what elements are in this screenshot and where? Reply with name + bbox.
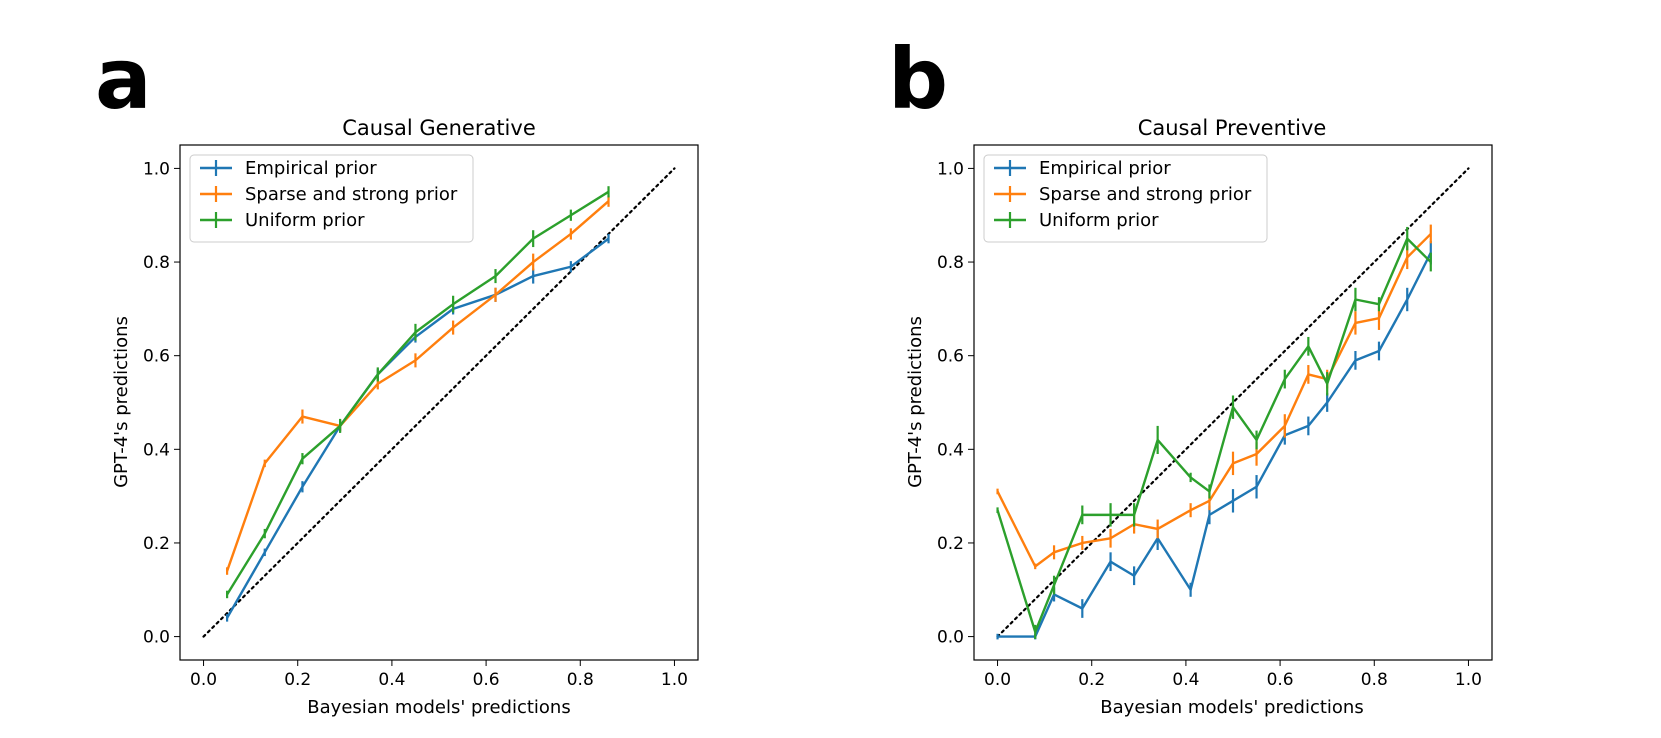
series-line xyxy=(225,200,610,572)
legend-label: Sparse and strong prior xyxy=(245,184,458,205)
y-tick-label: 0.2 xyxy=(937,534,964,554)
plot-area xyxy=(179,144,699,661)
legend-label: Uniform prior xyxy=(1039,210,1159,231)
legend-label: Uniform prior xyxy=(245,210,365,231)
x-tick-label: 0.8 xyxy=(567,670,594,690)
y-axis-label: GPT-4's predictions xyxy=(111,316,132,488)
legend-label: Empirical prior xyxy=(1039,158,1171,179)
x-tick-label: 0.4 xyxy=(1172,670,1199,690)
panel-label: a xyxy=(95,30,152,128)
y-tick-label: 0.8 xyxy=(937,253,964,273)
chart-panel-a: a Causal Generative 0.0 0.2 0.4 0.6 0.8 1.0 0.… xyxy=(95,30,699,718)
x-axis-label: Bayesian models' predictions xyxy=(1100,697,1363,718)
x-axis-label: Bayesian models' predictions xyxy=(307,697,570,718)
y-tick-label: 0.0 xyxy=(937,628,964,648)
plot-area xyxy=(973,144,1493,661)
series-sparse-and-strong-prior xyxy=(225,195,610,575)
chart-title: Causal Generative xyxy=(342,116,536,140)
legend-box xyxy=(983,154,1268,243)
x-tick-label: 0.6 xyxy=(1267,670,1294,690)
identity-reference-line xyxy=(202,167,676,638)
y-tick-label: 0.6 xyxy=(937,347,964,367)
legend: Empirical prior Sparse and strong prior Un… xyxy=(189,154,474,243)
x-tick-label: 0.8 xyxy=(1361,670,1388,690)
series-line xyxy=(226,190,610,596)
y-tick-label: 0.2 xyxy=(143,534,170,554)
y-tick-label: 1.0 xyxy=(937,159,964,179)
y-tick-label: 0.4 xyxy=(937,440,964,460)
x-tick-label: 0.4 xyxy=(378,670,405,690)
legend-label: Empirical prior xyxy=(245,158,377,179)
series-line xyxy=(996,237,1432,634)
x-tick-label: 1.0 xyxy=(1455,670,1482,690)
x-tick-label: 0.0 xyxy=(984,670,1011,690)
legend-label: Sparse and strong prior xyxy=(1039,184,1252,205)
identity-reference-line xyxy=(996,167,1470,638)
legend: Empirical prior Sparse and strong prior Un… xyxy=(983,154,1268,243)
series-line xyxy=(996,233,1432,568)
x-tick-label: 0.0 xyxy=(190,670,217,690)
x-tick-label: 0.2 xyxy=(1078,670,1105,690)
panel-label: b xyxy=(888,30,948,128)
x-tick-label: 1.0 xyxy=(661,670,688,690)
x-tick-label: 0.2 xyxy=(284,670,311,690)
chart-panel-b: b Causal Preventive 0.0 0.2 0.4 0.6 0.8 1.0 0.… xyxy=(888,30,1493,718)
y-tick-label: 0.4 xyxy=(143,440,170,460)
series-uniform-prior xyxy=(225,186,610,599)
y-tick-label: 0.0 xyxy=(143,628,170,648)
series-sparse-and-strong-prior xyxy=(996,224,1432,570)
legend-box xyxy=(189,154,474,243)
series-line xyxy=(997,252,1432,638)
x-tick-label: 0.6 xyxy=(473,670,500,690)
chart-title: Causal Preventive xyxy=(1138,116,1327,140)
y-tick-label: 0.8 xyxy=(143,253,170,273)
y-tick-label: 1.0 xyxy=(143,159,170,179)
series-uniform-prior xyxy=(996,226,1432,639)
y-axis-label: GPT-4's predictions xyxy=(905,316,926,488)
y-tick-label: 0.6 xyxy=(143,347,170,367)
series-line xyxy=(226,237,610,619)
